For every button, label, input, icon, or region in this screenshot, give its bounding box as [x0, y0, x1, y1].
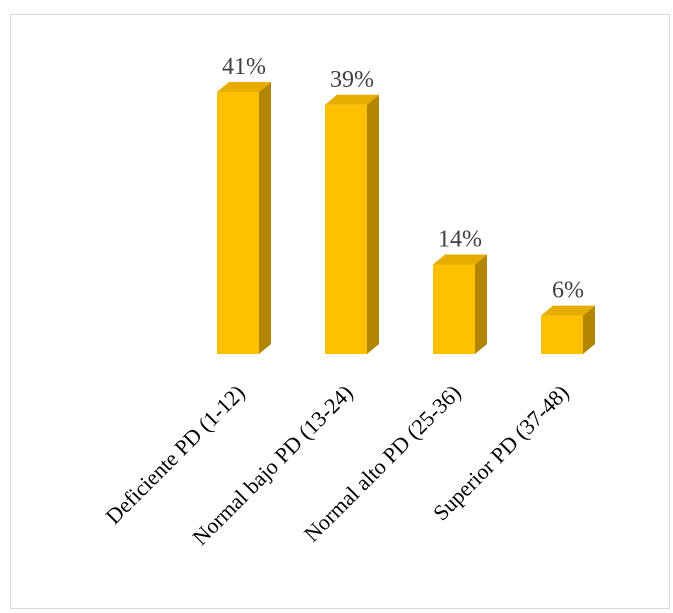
data-labels-group: 41% 39% 14% 6% — [222, 54, 584, 304]
bar-side — [367, 94, 379, 354]
bar-top — [325, 94, 379, 105]
bar-top — [541, 305, 595, 316]
bar-front — [325, 104, 367, 354]
bar-side — [475, 254, 487, 354]
bar-top — [433, 254, 487, 265]
data-label: 39% — [330, 67, 374, 93]
bar-front — [541, 315, 583, 354]
bar — [325, 94, 379, 354]
bar — [217, 82, 271, 354]
data-label: 14% — [438, 227, 482, 253]
bar-front — [217, 92, 259, 354]
bar-front — [433, 264, 475, 354]
data-label: 41% — [222, 54, 266, 80]
bar-top — [217, 82, 271, 92]
data-label: 6% — [552, 278, 584, 304]
bar-side — [583, 305, 595, 354]
bar — [541, 305, 595, 354]
category-labels-group: Deficiente PD (1-12)Normal bajo PD (13-2… — [101, 380, 574, 550]
bar-side — [259, 82, 271, 354]
bar — [433, 254, 487, 354]
bars-group — [217, 82, 595, 354]
